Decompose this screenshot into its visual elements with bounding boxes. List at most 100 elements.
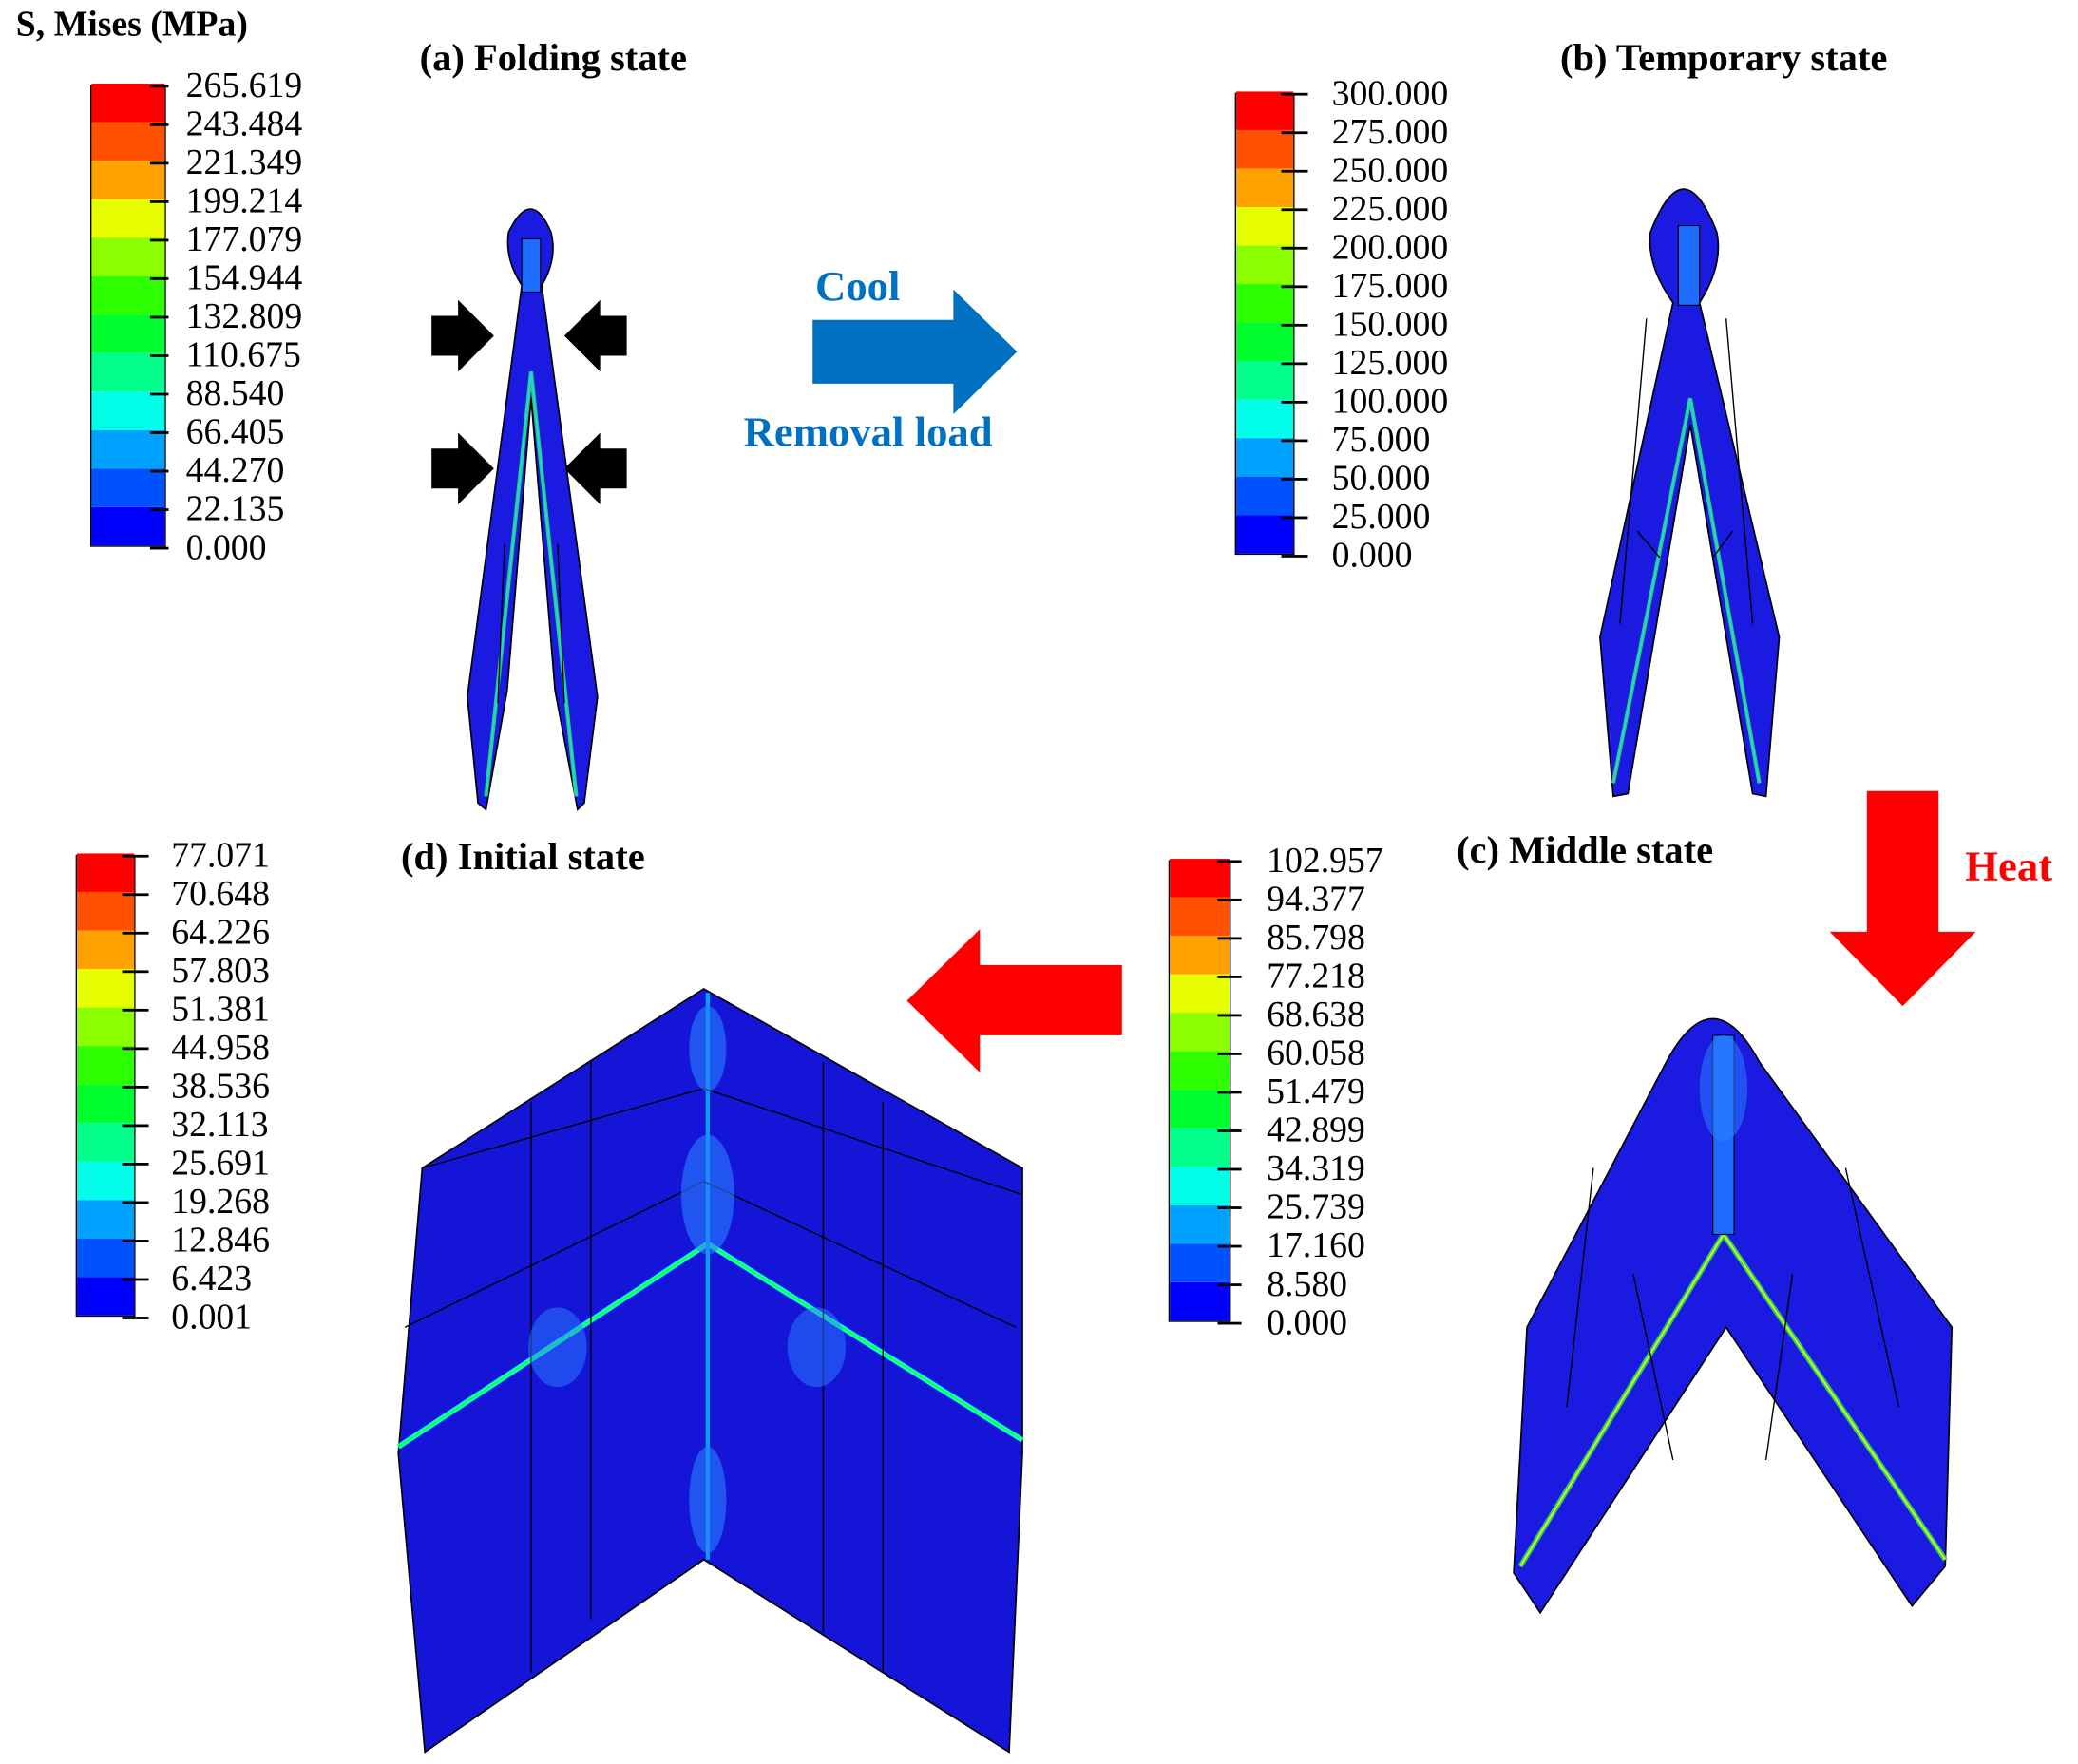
scale-tick: [122, 1047, 149, 1050]
scale-color-cell: [77, 1083, 135, 1124]
scale-tick: [149, 199, 169, 203]
scale-color-cell: [77, 1045, 135, 1085]
compress-arrow-icon: [431, 299, 494, 372]
structure-temporary-state: [1599, 188, 1781, 798]
scale-tick: [149, 546, 169, 549]
scale-color-cell: [91, 351, 165, 392]
scale-tick: [149, 161, 169, 164]
scale-color-cell: [1236, 244, 1294, 285]
scale-color-cell: [1236, 167, 1294, 207]
panel-b-color-scale: [1234, 90, 1295, 556]
scale-label: 199.214: [185, 180, 303, 220]
scale-tick: [1217, 1167, 1242, 1170]
scale-color-cell: [91, 83, 165, 123]
scale-label: 25.000: [1331, 496, 1431, 537]
panel-c-color-scale: [1168, 858, 1231, 1322]
scale-color-cell: [1170, 1166, 1230, 1205]
scale-color-cell: [1236, 129, 1294, 169]
scale-tick: [1281, 131, 1308, 134]
scale-tick: [122, 1085, 149, 1089]
scale-tick: [1217, 937, 1242, 939]
scale-tick: [149, 508, 169, 511]
scale-label: 221.349: [185, 142, 303, 182]
scale-color-cell: [1236, 321, 1294, 362]
scale-label: 75.000: [1331, 419, 1431, 460]
scale-color-cell: [1236, 437, 1294, 477]
scale-tick: [1281, 555, 1308, 558]
scale-tick: [1281, 478, 1308, 481]
scale-tick: [122, 1008, 149, 1012]
scale-color-cell: [1236, 360, 1294, 400]
scale-label: 77.218: [1267, 956, 1365, 996]
scale-label: 94.377: [1267, 879, 1365, 919]
panel-a-title: (a) Folding state: [419, 37, 688, 80]
scale-label: 70.648: [171, 873, 271, 914]
scale-color-cell: [77, 929, 135, 970]
scale-color-cell: [91, 275, 165, 315]
structure-middle-state: [1513, 1017, 1954, 1615]
scale-label: 110.675: [185, 334, 301, 375]
scale-color-cell: [91, 467, 165, 507]
scale-label: 200.000: [1331, 226, 1449, 267]
cool-label: Cool: [815, 261, 901, 310]
scale-color-cell: [1170, 858, 1230, 898]
scale-color-cell: [1236, 90, 1294, 130]
scale-label: 0.000: [185, 526, 267, 567]
scale-color-cell: [91, 429, 165, 469]
scale-color-cell: [1170, 1012, 1230, 1052]
scale-tick: [149, 431, 169, 434]
scale-label: 100.000: [1331, 381, 1449, 421]
scale-tick: [1217, 976, 1242, 978]
scale-color-cell: [77, 1237, 135, 1278]
scale-color-cell: [77, 1276, 135, 1316]
scale-tick: [1217, 1206, 1242, 1209]
scale-label: 265.619: [185, 65, 303, 105]
scale-color-cell: [1170, 896, 1230, 937]
scale-color-cell: [1236, 206, 1294, 246]
scale-label: 25.691: [171, 1143, 271, 1183]
scale-label: 8.580: [1267, 1263, 1348, 1304]
scale-color-cell: [77, 1199, 135, 1239]
panel-d-scale-ticks: [122, 854, 149, 1319]
scale-tick: [1281, 92, 1308, 95]
scale-label: 32.113: [171, 1104, 269, 1145]
legend-title: S, Mises (MPa): [15, 4, 248, 45]
scale-label: 154.944: [185, 257, 303, 297]
scale-tick: [1217, 860, 1242, 863]
scale-tick: [149, 277, 169, 280]
scale-label: 132.809: [185, 295, 303, 336]
scale-label: 177.079: [185, 218, 303, 259]
scale-label: 6.423: [171, 1258, 253, 1299]
scale-color-cell: [1236, 398, 1294, 439]
structure-folding-state: [467, 208, 599, 812]
scale-tick: [149, 354, 169, 357]
scale-tick: [1281, 246, 1308, 249]
structure-initial-state: [396, 988, 1024, 1754]
scale-color-cell: [91, 160, 165, 199]
scale-color-cell: [91, 198, 165, 238]
scale-label: 85.798: [1267, 917, 1365, 958]
scale-label: 300.000: [1331, 72, 1449, 113]
scale-label: 225.000: [1331, 188, 1449, 229]
scale-label: 0.001: [171, 1297, 253, 1337]
scale-label: 25.739: [1267, 1186, 1365, 1227]
scale-color-cell: [91, 237, 165, 276]
scale-label: 17.160: [1267, 1224, 1365, 1265]
scale-color-cell: [77, 1122, 135, 1162]
scale-tick: [149, 392, 169, 395]
scale-tick: [1281, 400, 1308, 404]
panel-b-title: (b) Temporary state: [1559, 37, 1888, 80]
removal-load-label: Removal load: [743, 407, 993, 456]
panel-d-title: (d) Initial state: [401, 836, 645, 880]
scale-tick: [1281, 439, 1308, 442]
scale-color-cell: [91, 390, 165, 430]
scale-label: 102.957: [1267, 840, 1383, 881]
scale-tick: [122, 893, 149, 896]
scale-tick: [1217, 1091, 1242, 1093]
panel-b-scale-ticks: [1281, 92, 1308, 558]
scale-label: 57.803: [171, 950, 271, 991]
scale-tick: [1281, 285, 1308, 288]
scale-label: 44.270: [185, 449, 285, 490]
scale-color-cell: [77, 1160, 135, 1201]
cool-arrow: [812, 289, 1018, 414]
